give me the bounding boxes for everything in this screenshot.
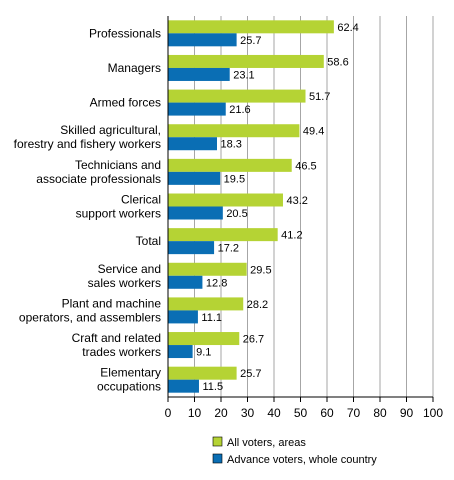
data-label: 26.7	[243, 334, 264, 346]
x-tick-label: 100	[423, 406, 443, 420]
bar-advance-voters	[168, 345, 193, 359]
data-label: 9.1	[196, 347, 211, 359]
bar-all-voters	[168, 158, 292, 172]
bar-all-voters	[168, 262, 247, 276]
bars: 62.4 25.7 58.6 23.1 51.7 21.6 49.4 18.3 46.5 19.5…	[168, 20, 359, 393]
legend: All voters, areas Advance voters, whole c…	[212, 436, 377, 466]
x-tick-label: 80	[373, 406, 387, 420]
legend-label: All voters, areas	[227, 437, 306, 449]
category-label: forestry and fishery workers	[14, 137, 161, 151]
bar-advance-voters	[168, 102, 226, 116]
data-label: 23.1	[233, 69, 254, 81]
bar-advance-voters	[168, 275, 203, 289]
category-label: Technicians and	[75, 158, 161, 172]
data-label: 28.2	[247, 299, 268, 311]
category-label: Plant and machine	[62, 296, 162, 310]
category-label: occupations	[97, 380, 161, 394]
data-label: 62.4	[337, 22, 358, 34]
category-label: support workers	[76, 207, 161, 221]
bar-advance-voters	[168, 310, 198, 324]
bar-all-voters	[168, 297, 244, 311]
bar-advance-voters	[168, 241, 215, 255]
data-label: 17.2	[218, 243, 239, 255]
bar-advance-voters	[168, 33, 237, 47]
bar-all-voters	[168, 124, 300, 138]
category-labels: Professionals Managers Armed forces Skilled…	[14, 26, 162, 393]
x-tick-label: 70	[347, 406, 361, 420]
data-label: 25.7	[240, 35, 261, 47]
x-tick-label: 90	[400, 406, 414, 420]
data-label: 43.2	[286, 195, 307, 207]
x-axis: 0 10 20 30 40 50 60 70 80 90 100	[165, 16, 443, 420]
data-label: 20.5	[226, 208, 247, 220]
category-label: sales workers	[88, 276, 161, 290]
data-label: 41.2	[281, 230, 302, 242]
category-label: Service and	[98, 262, 161, 276]
x-tick-label: 0	[165, 406, 172, 420]
data-label: 11.5	[202, 381, 223, 393]
bar-advance-voters	[168, 379, 199, 393]
bar-all-voters	[168, 366, 237, 380]
bar-all-voters	[168, 54, 324, 68]
category-label: Managers	[108, 61, 161, 75]
category-label: Total	[136, 234, 161, 248]
data-label: 29.5	[250, 264, 271, 276]
bar-all-voters	[168, 228, 278, 242]
category-label: Elementary	[100, 366, 161, 380]
category-label: operators, and assemblers	[19, 310, 161, 324]
category-label: Clerical	[121, 193, 161, 207]
data-label: 51.7	[309, 91, 330, 103]
legend-swatch	[212, 436, 223, 447]
category-label: Craft and related	[72, 331, 161, 345]
data-label: 12.8	[206, 277, 227, 289]
bar-all-voters	[168, 20, 334, 34]
data-label: 49.4	[303, 126, 324, 138]
x-tick-label: 20	[214, 406, 228, 420]
data-label: 58.6	[327, 56, 348, 68]
category-label: associate professionals	[36, 172, 161, 186]
data-label: 21.6	[229, 104, 250, 116]
bar-advance-voters	[168, 67, 230, 81]
data-label: 18.3	[220, 139, 241, 151]
data-label: 46.5	[295, 160, 316, 172]
x-tick-label: 40	[267, 406, 281, 420]
legend-swatch	[212, 453, 223, 464]
legend-label: Advance voters, whole country	[227, 454, 377, 466]
bar-all-voters	[168, 89, 306, 103]
category-label: trades workers	[82, 345, 161, 359]
bar-advance-voters	[168, 206, 223, 220]
x-tick-label: 60	[320, 406, 334, 420]
data-label: 11.1	[201, 312, 222, 324]
bar-advance-voters	[168, 171, 221, 185]
data-label: 19.5	[224, 173, 245, 185]
x-tick-label: 10	[188, 406, 202, 420]
bar-advance-voters	[168, 137, 217, 151]
x-tick-label: 50	[294, 406, 308, 420]
bar-all-voters	[168, 332, 240, 346]
x-tick-label: 30	[241, 406, 255, 420]
category-label: Skilled agricultural,	[60, 123, 161, 137]
data-label: 25.7	[240, 368, 261, 380]
category-label: Armed forces	[90, 96, 161, 110]
category-label: Professionals	[89, 26, 161, 40]
bar-all-voters	[168, 193, 283, 207]
